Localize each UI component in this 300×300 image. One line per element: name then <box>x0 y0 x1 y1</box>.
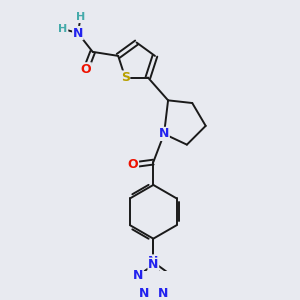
Text: N: N <box>159 128 169 140</box>
Text: N: N <box>148 258 158 271</box>
Text: O: O <box>128 158 139 171</box>
Text: N: N <box>73 27 83 40</box>
Text: H: H <box>76 13 85 22</box>
Text: N: N <box>158 287 168 300</box>
Text: N: N <box>139 287 149 300</box>
Text: S: S <box>121 71 130 84</box>
Text: N: N <box>148 255 158 268</box>
Text: H: H <box>58 24 68 34</box>
Text: N: N <box>133 269 143 282</box>
Text: O: O <box>81 63 91 76</box>
